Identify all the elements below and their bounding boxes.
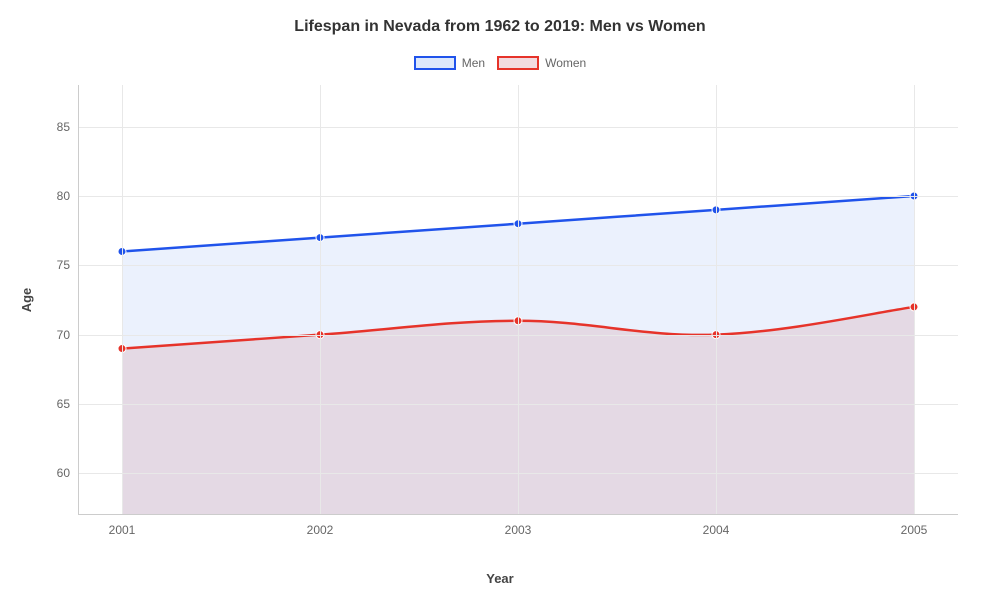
legend-item-women[interactable]: Women <box>497 56 586 70</box>
axis-border <box>78 514 958 515</box>
axis-border <box>78 85 79 515</box>
y-tick-label: 80 <box>57 189 70 203</box>
legend-label-women: Women <box>545 56 586 70</box>
x-axis-title: Year <box>0 571 1000 586</box>
x-tick-label: 2002 <box>307 523 334 537</box>
x-tick-label: 2001 <box>109 523 136 537</box>
x-tick-label: 2003 <box>505 523 532 537</box>
x-tick-label: 2004 <box>703 523 730 537</box>
legend: Men Women <box>0 56 1000 70</box>
y-tick-label: 75 <box>57 258 70 272</box>
y-tick-label: 60 <box>57 466 70 480</box>
y-axis-title: Age <box>19 288 34 313</box>
y-tick-label: 85 <box>57 120 70 134</box>
gridline-v <box>914 85 915 515</box>
y-tick-label: 65 <box>57 397 70 411</box>
legend-label-men: Men <box>462 56 485 70</box>
legend-item-men[interactable]: Men <box>414 56 485 70</box>
legend-swatch-women <box>497 56 539 70</box>
chart-container: Lifespan in Nevada from 1962 to 2019: Me… <box>0 0 1000 600</box>
plot-area: 60657075808520012002200320042005 <box>78 85 958 515</box>
y-tick-label: 70 <box>57 328 70 342</box>
gridline-v <box>122 85 123 515</box>
gridline-v <box>518 85 519 515</box>
chart-title: Lifespan in Nevada from 1962 to 2019: Me… <box>0 18 1000 36</box>
gridline-v <box>320 85 321 515</box>
legend-swatch-men <box>414 56 456 70</box>
gridline-v <box>716 85 717 515</box>
x-tick-label: 2005 <box>901 523 928 537</box>
